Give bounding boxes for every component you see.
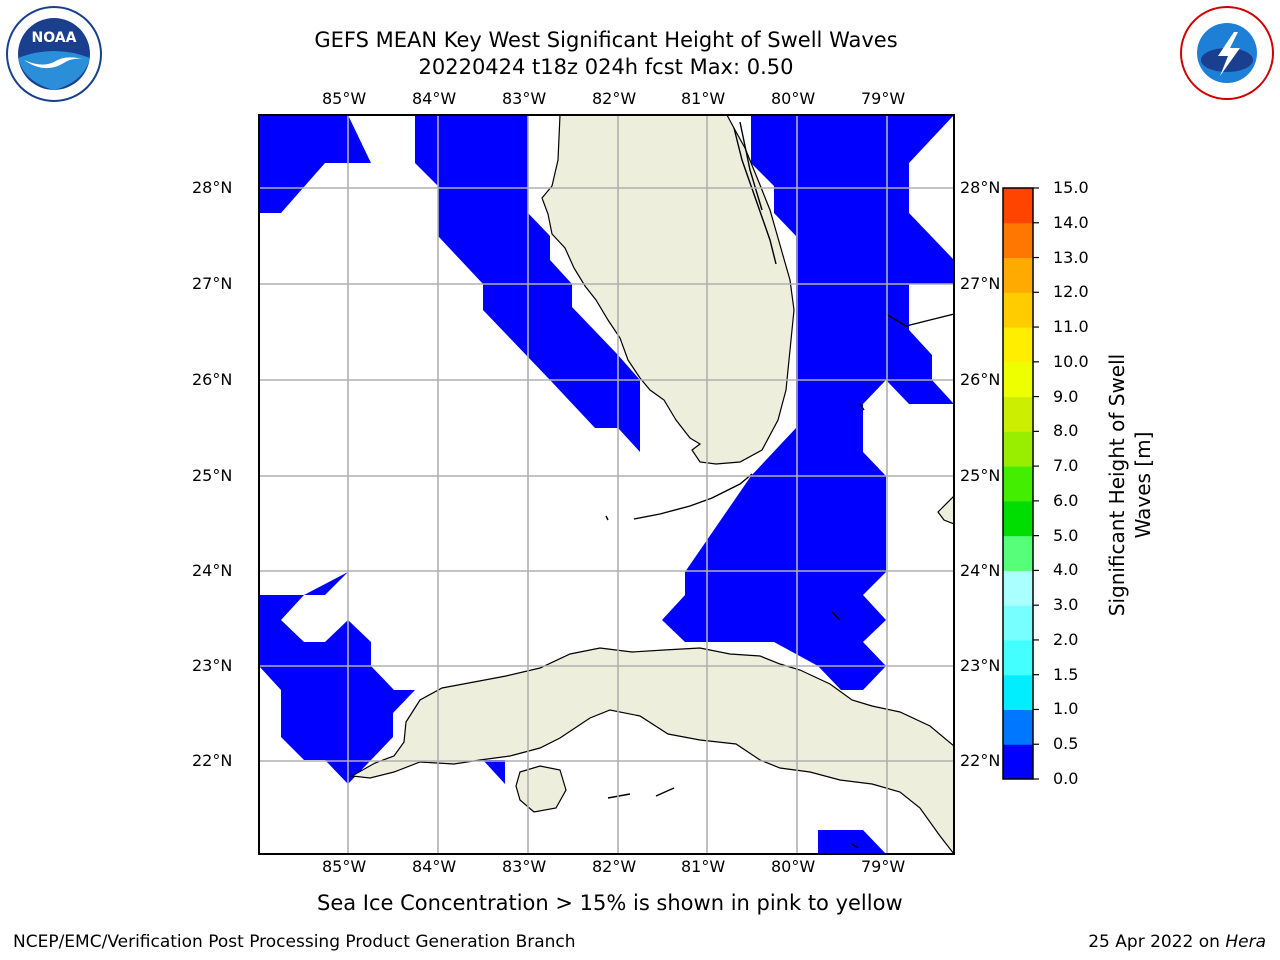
noaa-logo: NOAA xyxy=(6,6,102,102)
lon-label-top: 84°W xyxy=(412,89,457,108)
sea-ice-note: Sea Ice Concentration > 15% is shown in … xyxy=(317,891,903,915)
lon-label-top: 79°W xyxy=(861,89,906,108)
colorbar-tick-label: 10.0 xyxy=(1053,351,1089,371)
lat-label-right: 26°N xyxy=(960,370,1001,389)
colorbar-tick-label: 12.0 xyxy=(1053,282,1089,302)
colorbar-tick-label: 7.0 xyxy=(1053,456,1079,476)
lon-label-top: 80°W xyxy=(771,89,816,108)
colorbar-tick-label: 13.0 xyxy=(1053,247,1089,267)
graticule xyxy=(259,115,954,854)
lon-label-bottom: 80°W xyxy=(771,857,816,876)
lat-label-left: 25°N xyxy=(192,466,233,485)
colorbar-tick-label: 0.0 xyxy=(1053,769,1079,788)
colorbar-band xyxy=(1003,674,1033,710)
lat-label-left: 23°N xyxy=(192,656,233,675)
lat-label-right: 22°N xyxy=(960,751,1001,770)
lon-label-top: 81°W xyxy=(681,89,726,108)
colorbar-tick-label: 1.0 xyxy=(1053,699,1079,719)
chart-subtitle: 20220424 t18z 024h fcst Max: 0.50 xyxy=(418,55,794,79)
lat-label-left: 28°N xyxy=(192,178,233,197)
lat-label-left: 26°N xyxy=(192,370,233,389)
lon-label-bottom: 79°W xyxy=(861,857,906,876)
chart-title: GEFS MEAN Key West Significant Height of… xyxy=(314,28,898,52)
colorbar-tick-label: 3.0 xyxy=(1053,595,1079,615)
lon-label-bottom: 83°W xyxy=(502,857,547,876)
colorbar-band xyxy=(1003,500,1033,537)
colorbar-band xyxy=(1003,744,1033,780)
colorbar-band xyxy=(1003,257,1033,293)
lon-label-bottom: 81°W xyxy=(681,857,726,876)
lat-label-right: 24°N xyxy=(960,561,1001,580)
colorbar-tick-label: 9.0 xyxy=(1053,386,1079,406)
colorbar-tick-label: 14.0 xyxy=(1053,212,1089,232)
colorbar-tick-label: 0.5 xyxy=(1053,734,1079,754)
colorbar-tick-label: 15.0 xyxy=(1053,178,1089,197)
colorbar-band xyxy=(1003,605,1033,641)
lat-label-right: 25°N xyxy=(960,466,1001,485)
colorbar-tick-label: 1.5 xyxy=(1053,664,1079,684)
cuba xyxy=(350,647,954,854)
lat-label-left: 22°N xyxy=(192,751,233,770)
lon-label-top: 85°W xyxy=(322,89,367,108)
swell-region-south xyxy=(818,830,886,854)
footer-date: 25 Apr 2022 on Hera xyxy=(1088,932,1266,952)
lat-label-left: 27°N xyxy=(192,274,233,293)
lat-label-right: 23°N xyxy=(960,656,1001,675)
colorbar-band xyxy=(1003,431,1033,467)
colorbar-tick-label: 6.0 xyxy=(1053,490,1079,510)
colorbar-band xyxy=(1003,639,1033,676)
florida-peninsula xyxy=(541,115,795,465)
nws-logo xyxy=(1180,6,1274,100)
colorbar-band xyxy=(1003,292,1033,328)
bahamas-andros xyxy=(937,495,954,525)
colorbar-label: Significant Height of Swell Waves [m] xyxy=(1105,353,1155,617)
colorbar-band xyxy=(1003,709,1033,745)
lon-label-bottom: 85°W xyxy=(322,857,367,876)
colorbar-band xyxy=(1003,361,1033,398)
colorbar-band xyxy=(1003,222,1033,259)
swell-region-atlantic xyxy=(662,115,954,690)
swell-field xyxy=(259,115,954,854)
footer-host: Hera xyxy=(1225,932,1266,952)
lat-label-right: 28°N xyxy=(960,178,1001,197)
colorbar-band xyxy=(1003,188,1033,224)
lon-label-top: 82°W xyxy=(592,89,637,108)
lat-label-right: 27°N xyxy=(960,274,1001,293)
colorbar-tick-label: 5.0 xyxy=(1053,525,1079,545)
colorbar-band xyxy=(1003,327,1033,363)
footer-date-text: 25 Apr 2022 on xyxy=(1088,932,1226,952)
colorbar-band xyxy=(1003,466,1033,502)
colorbar-tick-label: 8.0 xyxy=(1053,421,1079,441)
swell-region-cuba-nw xyxy=(483,760,505,784)
colorbar-band xyxy=(1003,535,1033,571)
lat-label-left: 24°N xyxy=(192,561,233,580)
colorbar-band xyxy=(1003,570,1033,606)
lon-label-bottom: 84°W xyxy=(412,857,457,876)
colorbar-tick-label: 11.0 xyxy=(1053,317,1089,337)
svg-text:NOAA: NOAA xyxy=(32,30,77,46)
colorbar-tick-label: 2.0 xyxy=(1053,629,1079,649)
colorbar-tick-label: 4.0 xyxy=(1053,560,1079,580)
lon-label-bottom: 82°W xyxy=(592,857,637,876)
coast-details xyxy=(605,121,954,849)
lon-label-top: 83°W xyxy=(502,89,547,108)
colorbar-band xyxy=(1003,396,1033,432)
footer-credit: NCEP/EMC/Verification Post Processing Pr… xyxy=(13,932,576,952)
swell-region-gulf-sw xyxy=(259,572,415,784)
